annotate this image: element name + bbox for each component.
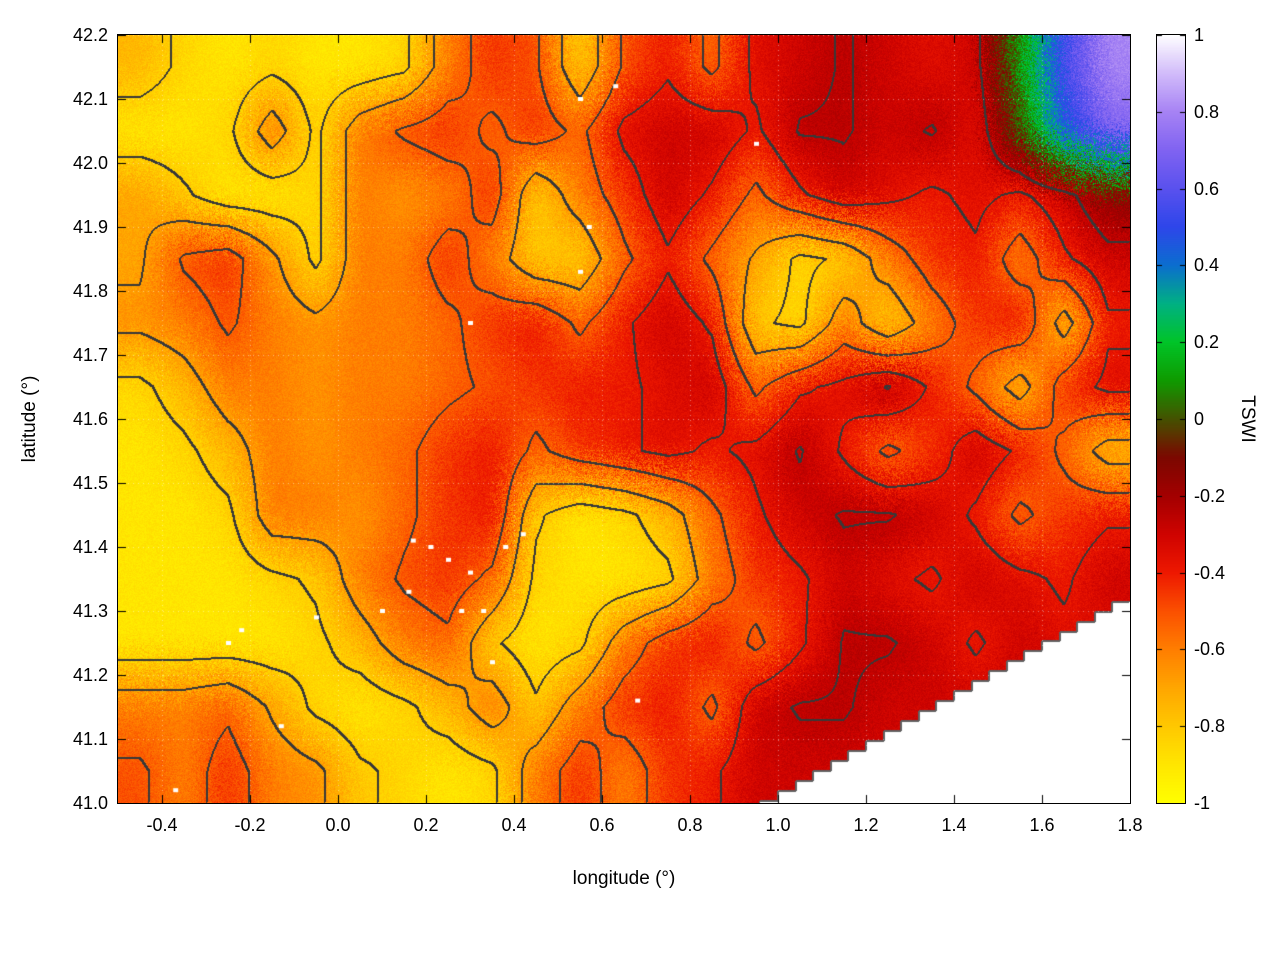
colorbar-canvas	[1157, 35, 1185, 803]
colorbar-tick-label: 1	[1194, 25, 1205, 45]
x-axis-title: longitude (°)	[572, 868, 676, 889]
colorbar-tick-label: 0.2	[1194, 332, 1220, 352]
y-tick-label: 41.6	[72, 409, 108, 429]
x-tick-label: 1.6	[1029, 815, 1055, 835]
colorbar	[1156, 34, 1186, 804]
colorbar-tick-label: 0.6	[1194, 179, 1220, 199]
y-tick-label: 41.8	[72, 281, 108, 301]
plot-area	[117, 34, 1131, 804]
y-tick-label: 41.1	[72, 729, 108, 749]
y-tick-label: 41.0	[72, 793, 108, 813]
x-tick-label: 1.2	[853, 815, 879, 835]
colorbar-tick-label: -1	[1194, 793, 1211, 813]
y-tick-label: 41.2	[72, 665, 108, 685]
colorbar-tick-label: 0	[1194, 409, 1205, 429]
colorbar-tick-label: -0.8	[1194, 716, 1226, 736]
y-tick-label: 42.2	[72, 25, 108, 45]
y-tick-label: 41.3	[72, 601, 108, 621]
heatmap-canvas	[118, 35, 1130, 803]
x-tick-label: 0.2	[413, 815, 439, 835]
y-tick-label: 41.9	[72, 217, 108, 237]
x-tick-label: 1.8	[1117, 815, 1143, 835]
x-tick-label: 1.4	[941, 815, 967, 835]
y-tick-label: 42.0	[72, 153, 108, 173]
y-tick-label: 41.5	[72, 473, 108, 493]
x-tick-label: 0.4	[501, 815, 527, 835]
colorbar-tick-label: 0.8	[1194, 102, 1220, 122]
x-tick-label: 1.0	[765, 815, 791, 835]
x-tick-label: 0.8	[677, 815, 703, 835]
colorbar-tick-label: 0.4	[1194, 255, 1220, 275]
colorbar-title: TSWI	[1237, 395, 1258, 443]
x-tick-label: 0.6	[589, 815, 615, 835]
y-tick-label: 41.7	[72, 345, 108, 365]
colorbar-tick-label: -0.2	[1194, 486, 1226, 506]
colorbar-tick-label: -0.6	[1194, 639, 1226, 659]
x-tick-label: -0.4	[146, 815, 178, 835]
colorbar-tick-label: -0.4	[1194, 563, 1226, 583]
y-tick-label: 42.1	[72, 89, 108, 109]
x-tick-label: 0.0	[325, 815, 351, 835]
y-axis-title: latitude (°)	[19, 375, 40, 463]
x-tick-label: -0.2	[234, 815, 266, 835]
y-tick-label: 41.4	[72, 537, 108, 557]
